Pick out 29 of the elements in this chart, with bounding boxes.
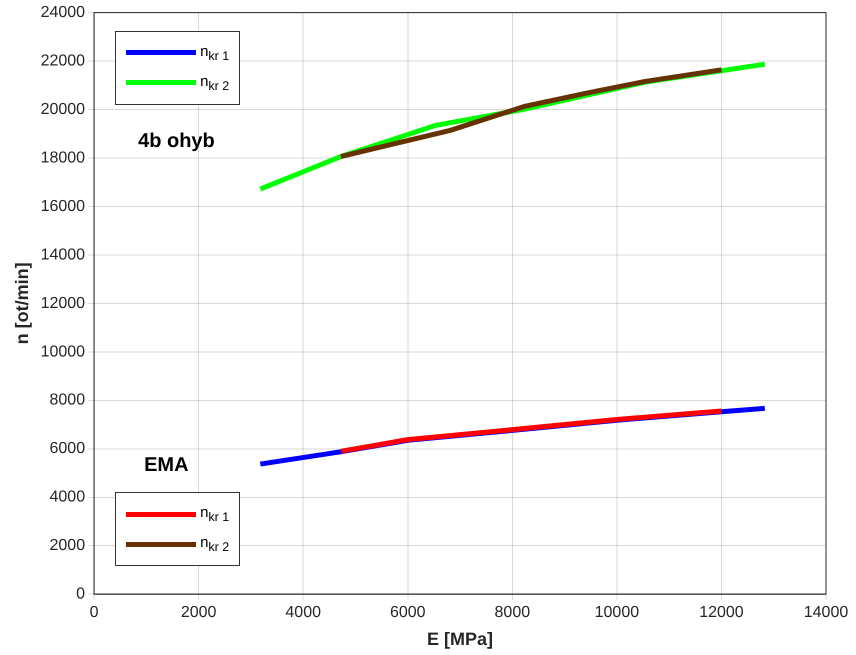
y-tick-label: 0 [76, 586, 86, 603]
legend-label: n$_{kr 2}$ [200, 72, 230, 93]
x-tick-label: 4000 [285, 604, 322, 622]
x-tick-label: 12000 [699, 604, 744, 622]
y-tick-label: 14000 [40, 246, 86, 264]
y-tick-label: 16000 [40, 198, 86, 215]
y-tick-label: 20000 [40, 100, 86, 118]
y-tick-label: 8000 [50, 392, 86, 409]
legend-label: n$_{kr 1}$ [200, 42, 230, 63]
y-tick-label: 24000 [40, 4, 86, 22]
y-tick-label: 12000 [40, 294, 86, 312]
y-tick-label: 2000 [50, 537, 86, 554]
x-tick-label: 8000 [494, 604, 530, 622]
y-tick-label: 4000 [50, 488, 86, 506]
y-axis-title: n [ot/min] [12, 262, 32, 344]
annotation: 4b ohyb [138, 130, 215, 153]
legend-label: n$_{kr 1}$ [200, 504, 230, 524]
x-axis-title: E [MPa] [427, 629, 494, 650]
x-tick-label: 2000 [180, 604, 217, 622]
legend-label: n$_{kr 2}$ [200, 534, 230, 554]
y-tick-label: 6000 [50, 440, 86, 458]
x-tick-label: 10000 [594, 604, 640, 622]
y-tick-label: 22000 [40, 52, 86, 70]
x-tick-label: 6000 [390, 604, 426, 622]
annotation: EMA [144, 454, 189, 478]
y-tick-label: 18000 [40, 149, 86, 166]
x-tick-label: 0 [90, 604, 99, 622]
y-tick-label: 10000 [40, 343, 86, 360]
x-tick-label: 14000 [804, 604, 848, 622]
